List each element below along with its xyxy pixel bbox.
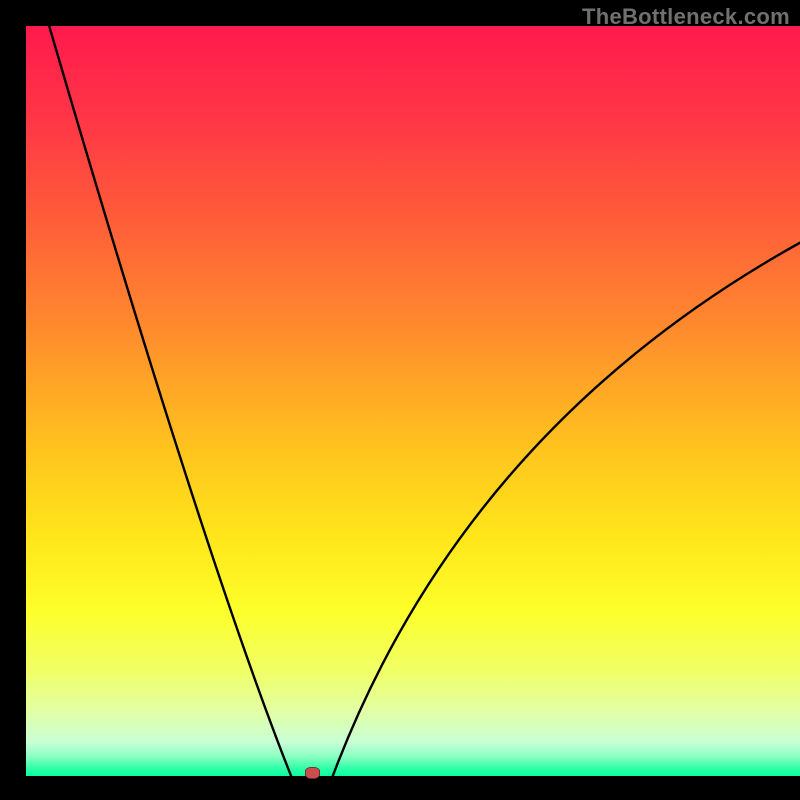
watermark-text: TheBottleneck.com xyxy=(582,4,790,30)
chart-container: TheBottleneck.com xyxy=(0,0,800,800)
optimal-point-marker xyxy=(305,767,320,778)
curve-path xyxy=(49,26,800,800)
plot-area xyxy=(26,26,800,776)
bottleneck-curve xyxy=(26,26,800,800)
